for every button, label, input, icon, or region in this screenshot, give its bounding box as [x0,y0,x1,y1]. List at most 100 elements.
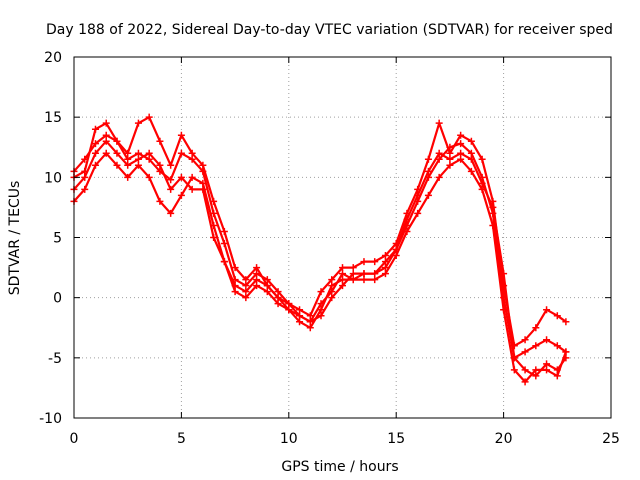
data-point [285,300,293,308]
data-point [424,191,432,199]
series-track-2 [70,149,570,386]
data-point [263,288,271,296]
data-point [102,149,110,157]
data-point [274,300,282,308]
series-line-0 [72,134,568,377]
x-tick-labels: 0 5 10 15 20 25 [70,431,620,447]
data-point [134,119,142,127]
data-point [134,155,142,163]
data-point [435,119,443,127]
data-point [360,258,368,266]
data-point [478,155,486,163]
data-point [167,209,175,217]
data-point [210,197,218,205]
data-point [457,131,465,139]
data-point [467,167,475,175]
y-tick-label-3: 5 [53,231,62,247]
data-point [403,227,411,235]
y-tick-label-2: 0 [53,291,62,307]
data-point [91,161,99,169]
data-point [296,312,304,320]
data-point [510,354,518,362]
data-point [156,137,164,145]
series-track-4 [70,137,570,362]
y-tick-label-4: 10 [44,170,62,186]
x-tick-label-5: 25 [602,431,620,447]
data-point [349,264,357,272]
data-point [167,185,175,193]
data-point [521,348,529,356]
data-point [231,288,239,296]
data-point [145,113,153,121]
data-point [177,149,185,157]
data-point [81,173,89,181]
x-tick-label-3: 15 [387,431,405,447]
x-tick-label-0: 0 [70,431,79,447]
y-tick-label-0: -10 [39,411,62,427]
data-point [134,149,142,157]
data-point [296,318,304,326]
data-point [134,161,142,169]
data-point [220,258,228,266]
data-point [199,179,207,187]
data-point [553,312,561,320]
data-point [242,282,250,290]
data-point [457,155,465,163]
data-point [156,197,164,205]
data-point [81,185,89,193]
data-point [167,161,175,169]
data-point [253,264,261,272]
data-point [543,336,551,344]
data-point [371,258,379,266]
data-point [199,185,207,193]
data-point [532,372,540,380]
data-point [188,155,196,163]
data-point [500,270,508,278]
data-point [306,318,314,326]
data-point [285,306,293,314]
data-point [339,282,346,290]
data-point [102,137,110,145]
data-point [543,366,551,374]
data-point [91,149,99,157]
y-tick-label-1: -5 [48,351,62,367]
data-point [392,252,400,260]
data-point [124,161,132,169]
data-point [532,324,540,332]
data-point [124,173,132,181]
data-point [424,167,432,175]
x-tick-label-1: 5 [177,431,186,447]
data-point [328,288,336,296]
data-point [210,234,218,241]
data-point [113,161,121,169]
data-point [467,155,475,163]
data-point [381,270,389,278]
data-point [242,294,250,302]
data-point [521,378,529,386]
data-point [253,282,261,290]
data-point [521,366,529,374]
data-point [532,342,540,350]
data-point [231,282,239,290]
data-point [349,270,357,278]
data-point [435,173,443,181]
data-point [177,191,185,199]
data-point [328,276,336,284]
data-point [145,149,153,157]
data-series [70,113,570,386]
series-line-1 [72,152,568,383]
y-tick-label-5: 15 [44,110,62,126]
data-point [489,203,497,211]
data-point [381,258,389,266]
data-point [381,252,389,260]
data-point [553,342,561,350]
data-point [317,288,325,296]
data-point [478,179,486,187]
x-tick-label-2: 10 [280,431,298,447]
data-point [392,246,400,254]
data-point [562,318,570,326]
data-point [274,288,282,296]
data-point [177,131,185,139]
data-point [446,155,454,163]
